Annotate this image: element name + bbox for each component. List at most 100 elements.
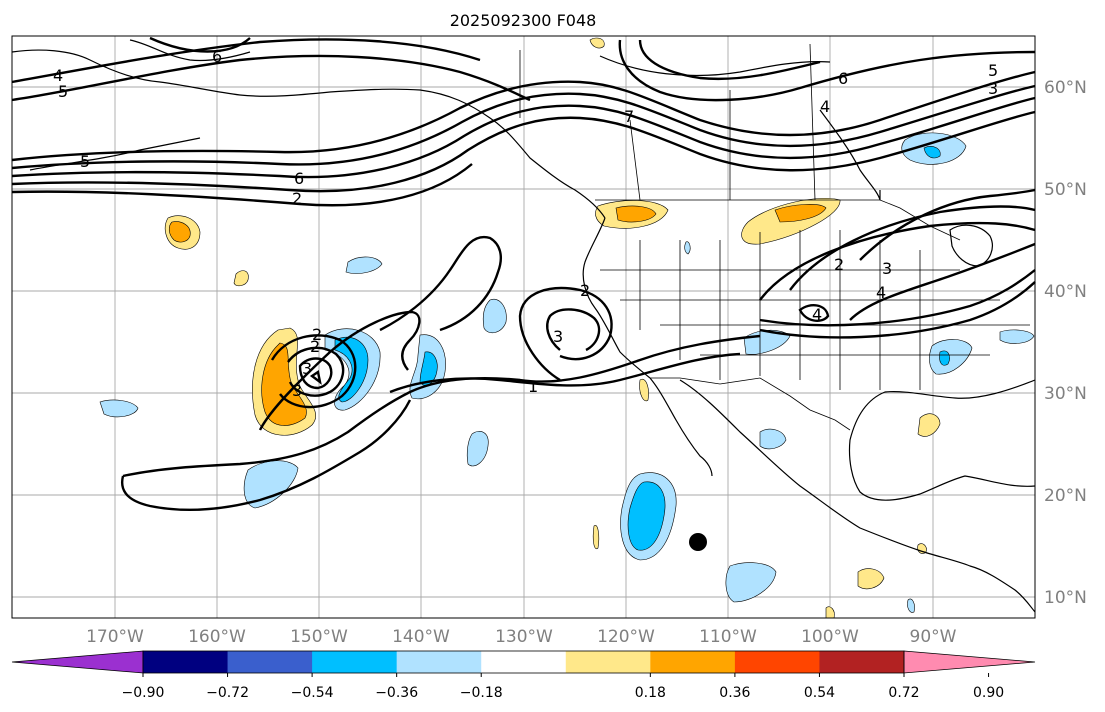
map-background [12,36,1035,618]
colorbar-tick-label: −0.36 [375,685,418,701]
contour-label: 3 [882,259,892,278]
colorbar-ticks: −0.90 −0.72 −0.54 −0.36 −0.18 0.18 0.36 0.54 0.7… [122,673,1004,701]
shade-yellow-north [589,37,605,49]
central-america [917,549,1036,613]
us-canada-border [595,199,961,241]
lon-label: 100°W [801,627,859,647]
contour-jet-5 [11,163,473,207]
gulf-coast [848,379,1036,501]
arctic-coast [599,55,831,77]
shade-blue-hudson-core [923,146,941,159]
contour-label: 3 [292,381,302,400]
contour-north-pacific-2 [11,38,481,84]
mexico-west-coast [679,379,919,551]
contour-jet-1 [11,70,1036,162]
contour-central-1 [389,352,741,394]
colorbar-extend-low [11,650,144,674]
contour-1-long [122,334,761,478]
coastlines [11,39,1036,613]
contour-label: 5 [58,82,68,101]
west-coast-us [582,217,651,379]
lat-label: 20°N [1044,486,1087,506]
shade-blue-135w [482,298,507,334]
contour-label: 7 [624,107,634,126]
contour-jet-4 [11,110,1036,193]
lat-label: 10°N [1044,588,1087,608]
shade-orange-100w-core [774,204,827,223]
contour-1-long-south [121,399,412,511]
colorbar-outline [142,650,905,674]
shade-yellow-88w [917,413,941,437]
shade-blue-east [999,329,1035,344]
contour-label: 5 [80,152,90,171]
colorbar-bin [227,651,313,673]
colorbar-tick-label: 0.18 [635,685,666,701]
contour-lines [11,36,1036,511]
shade-orange-165w-core [168,221,191,243]
colorbar-tick-label: 0.36 [719,685,750,701]
contour-label: 3 [553,327,563,346]
contour-label: 2 [310,337,320,356]
contour-central-2 [379,235,502,332]
contour-east-trough-2 [789,205,1036,291]
baja-california [649,377,713,477]
colorbar-tick-label: −0.72 [206,685,249,701]
colorbar-tick-label: 0.90 [973,685,1004,701]
shade-blue-tiny-1 [684,241,691,255]
shade-yellow-115w [639,378,649,402]
contour-vortex-1 [270,334,357,409]
colorbar-bin [312,651,398,673]
lon-label: 110°W [699,627,757,647]
lon-label: 120°W [597,627,655,647]
map-title: 2025092300 F048 [450,11,597,30]
colorbar-bin [819,651,905,673]
contour-east-ring [849,242,1036,321]
lon-label: 150°W [290,627,348,647]
colorbar-bin [565,651,651,673]
lon-label: 130°W [495,627,553,647]
colorbar: −0.90 −0.72 −0.54 −0.36 −0.18 0.18 0.36 0.54 0.7… [11,650,1036,701]
contour-label: 3 [988,79,998,98]
shading-field [99,37,1035,619]
shade-blue-135w-s [466,431,489,467]
contour-labels: 4 5 6 5 6 2 7 6 4 5 3 2 3 2 4 3 4 2 3 1 … [53,47,998,400]
shade-blue-gulf-core [939,350,950,366]
shade-yellow-95w [857,568,885,590]
shade-yellow-thin [592,525,600,550]
canada-province-3 [809,43,816,201]
alaska-coast [11,49,606,219]
colorbar-tick-label: −0.54 [291,685,334,701]
contour-label: 6 [294,169,304,188]
colorbar-tick-label: 0.54 [804,685,835,701]
contour-hook [258,310,421,431]
us-mexico-border [650,377,851,431]
contour-north-pacific-1 [11,54,531,102]
contour-vortex-3 [298,357,333,390]
colorbar-tick-label: −0.90 [122,685,165,701]
contour-vortex-core [309,370,322,385]
contour-label: 6 [838,69,848,88]
contour-label: 2 [292,189,302,208]
shade-blue-145w [345,256,383,274]
contour-label: 2 [834,255,844,274]
graticule [12,36,1035,618]
contour-jet-2 [11,84,1036,170]
shade-blue-tiny-2 [907,598,915,613]
contour-north-loop [618,39,1036,102]
great-lakes [949,224,993,267]
contour-label: 4 [876,283,886,302]
lon-label: 90°W [910,627,957,647]
contour-label: 6 [212,47,222,66]
lat-label: 30°N [1044,384,1087,404]
contour-east-trough-3 [759,221,1036,301]
shade-yellow-small [233,270,249,287]
shade-blue-105w [725,562,777,603]
shade-orange-120w-core [615,205,657,223]
contour-label: 4 [53,66,63,85]
bering-coast [129,39,251,62]
map-frame [11,35,1036,619]
colorbar-tick-label: −0.18 [460,685,503,701]
colorbar-bin [396,651,482,673]
